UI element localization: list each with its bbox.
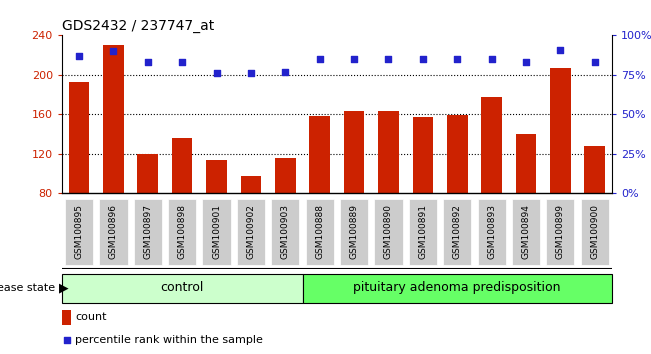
Text: GSM100901: GSM100901 [212, 204, 221, 259]
Text: GSM100891: GSM100891 [419, 204, 427, 259]
FancyBboxPatch shape [581, 199, 609, 264]
Text: pituitary adenoma predisposition: pituitary adenoma predisposition [353, 281, 561, 295]
Point [555, 47, 566, 52]
Bar [275, 159, 296, 193]
Point [108, 48, 118, 54]
FancyBboxPatch shape [168, 199, 196, 264]
Point [61, 337, 72, 343]
Text: GSM100895: GSM100895 [74, 204, 83, 259]
FancyBboxPatch shape [546, 199, 574, 264]
FancyBboxPatch shape [340, 199, 368, 264]
Point [383, 56, 394, 62]
Bar [62, 310, 72, 325]
Bar [241, 176, 261, 193]
Point [418, 56, 428, 62]
Bar [309, 116, 330, 193]
Text: GSM100893: GSM100893 [487, 204, 496, 259]
Text: disease state: disease state [0, 283, 59, 293]
FancyBboxPatch shape [271, 199, 299, 264]
Text: count: count [75, 312, 107, 322]
Bar [550, 68, 571, 193]
FancyBboxPatch shape [133, 199, 162, 264]
FancyBboxPatch shape [65, 199, 93, 264]
FancyBboxPatch shape [202, 199, 230, 264]
Text: GSM100898: GSM100898 [178, 204, 187, 259]
FancyBboxPatch shape [62, 274, 303, 303]
Point [486, 56, 497, 62]
Text: percentile rank within the sample: percentile rank within the sample [75, 335, 263, 346]
Text: GSM100900: GSM100900 [590, 204, 600, 259]
Bar [344, 111, 365, 193]
Text: GSM100896: GSM100896 [109, 204, 118, 259]
Text: GDS2432 / 237747_at: GDS2432 / 237747_at [62, 19, 214, 33]
Text: GSM100894: GSM100894 [521, 204, 531, 259]
FancyBboxPatch shape [303, 274, 612, 303]
FancyBboxPatch shape [305, 199, 334, 264]
Bar [481, 97, 502, 193]
Bar [103, 45, 124, 193]
Text: GSM100892: GSM100892 [452, 204, 462, 259]
Bar [69, 82, 89, 193]
Bar [172, 138, 193, 193]
Point [212, 70, 222, 76]
Bar [206, 160, 227, 193]
FancyBboxPatch shape [374, 199, 402, 264]
Text: GSM100889: GSM100889 [350, 204, 359, 259]
Text: control: control [161, 281, 204, 295]
Point [177, 59, 187, 65]
Point [521, 59, 531, 65]
Text: GSM100903: GSM100903 [281, 204, 290, 259]
FancyBboxPatch shape [478, 199, 506, 264]
Point [452, 56, 462, 62]
FancyBboxPatch shape [100, 199, 128, 264]
Text: ▶: ▶ [59, 281, 68, 295]
Text: GSM100897: GSM100897 [143, 204, 152, 259]
Bar [516, 134, 536, 193]
Point [74, 53, 84, 59]
FancyBboxPatch shape [409, 199, 437, 264]
Text: GSM100899: GSM100899 [556, 204, 565, 259]
Bar [378, 111, 399, 193]
Bar [137, 154, 158, 193]
FancyBboxPatch shape [443, 199, 471, 264]
FancyBboxPatch shape [512, 199, 540, 264]
Bar [413, 117, 433, 193]
Point [314, 56, 325, 62]
FancyBboxPatch shape [237, 199, 265, 264]
Point [280, 69, 290, 74]
Text: GSM100890: GSM100890 [384, 204, 393, 259]
Point [349, 56, 359, 62]
Bar [447, 115, 467, 193]
Point [245, 70, 256, 76]
Text: GSM100902: GSM100902 [247, 204, 255, 259]
Bar [585, 146, 605, 193]
Point [143, 59, 153, 65]
Text: GSM100888: GSM100888 [315, 204, 324, 259]
Point [590, 59, 600, 65]
